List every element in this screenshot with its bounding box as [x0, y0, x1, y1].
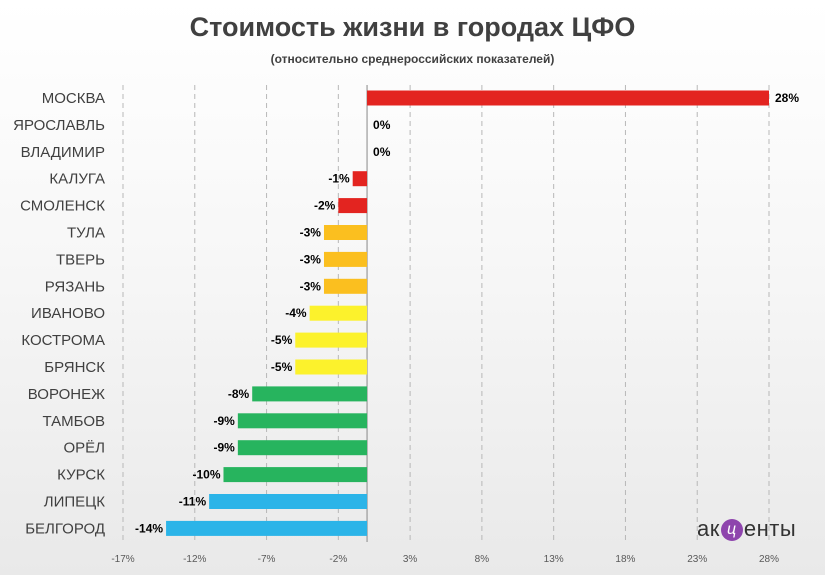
chart-subtitle: (относительно среднероссийских показател…: [270, 52, 555, 66]
data-label: -9%: [214, 441, 236, 455]
bars: [166, 90, 769, 536]
bar: [323, 225, 368, 240]
data-label: -2%: [314, 199, 336, 213]
category-label: МОСКВА: [42, 90, 105, 107]
x-tick-label: 18%: [615, 554, 635, 565]
data-label: -10%: [192, 468, 220, 482]
category-label: ТУЛА: [67, 225, 105, 242]
category-label: БЕЛГОРОД: [25, 520, 105, 537]
category-label: БРЯНСК: [44, 359, 105, 376]
category-label: ВОРОНЕЖ: [28, 386, 105, 403]
x-tick-label: 23%: [687, 554, 707, 565]
category-label: ТВЕРЬ: [56, 251, 105, 268]
logo-text-end: енты: [743, 516, 797, 541]
bar: [209, 494, 368, 509]
data-label: -3%: [300, 252, 322, 266]
category-label: ЯРОСЛАВЛЬ: [13, 117, 105, 134]
bar: [237, 440, 368, 456]
bar: [352, 171, 368, 187]
category-label: ЛИПЕЦК: [44, 494, 106, 511]
data-label: 0%: [373, 145, 391, 159]
category-label: ИВАНОВО: [31, 305, 105, 322]
bar: [309, 305, 368, 321]
bar: [323, 278, 368, 294]
chart-title: Стоимость жизни в городах ЦФО: [189, 12, 636, 42]
labels: -17% -12% -7% -2% 3% 8% 13% 18% 23% 28% МОСКВА 28% Я…: [13, 90, 799, 565]
data-label: -8%: [228, 387, 250, 401]
x-tick-label: -12%: [183, 554, 206, 565]
data-label: -3%: [300, 226, 322, 240]
data-label: 28%: [775, 91, 799, 105]
logo-text-start: ак: [697, 516, 720, 541]
category-label: КОСТРОМА: [21, 332, 105, 349]
bar: [295, 332, 368, 348]
data-label: -5%: [271, 360, 293, 374]
data-label: -1%: [328, 172, 350, 186]
x-tick-label: 3%: [403, 554, 418, 565]
x-tick-label: 8%: [475, 554, 490, 565]
grid-lines: [122, 85, 770, 542]
x-tick-label: 28%: [759, 554, 779, 565]
bar: [323, 251, 368, 267]
category-label: КУРСК: [57, 467, 105, 484]
bar: [338, 198, 368, 214]
brand-logo: ак ц енты: [697, 516, 796, 542]
x-tick-label: -2%: [329, 554, 347, 565]
bar: [223, 467, 368, 483]
bar: [166, 520, 368, 536]
x-tick-label: 13%: [544, 554, 564, 565]
data-label: -9%: [214, 414, 236, 428]
x-tick-label: -7%: [258, 554, 276, 565]
category-label: КАЛУГА: [49, 171, 105, 188]
data-label: -4%: [285, 306, 307, 320]
data-label: -14%: [135, 521, 163, 535]
category-label: ОРЁЛ: [63, 440, 105, 457]
category-label: СМОЛЕНСК: [20, 198, 105, 215]
data-label: -5%: [271, 333, 293, 347]
bar: [252, 386, 368, 402]
data-label: -11%: [179, 495, 207, 509]
data-label: -3%: [300, 279, 322, 293]
x-tick-label: -17%: [111, 554, 134, 565]
category-label: ВЛАДИМИР: [21, 144, 105, 161]
data-label: 0%: [373, 118, 391, 132]
category-label: ТАМБОВ: [42, 413, 105, 430]
bar: [237, 413, 368, 429]
bar: [295, 359, 368, 375]
logo-mark: ц: [720, 519, 743, 541]
category-label: РЯЗАНЬ: [45, 278, 105, 295]
bar: [367, 90, 769, 106]
